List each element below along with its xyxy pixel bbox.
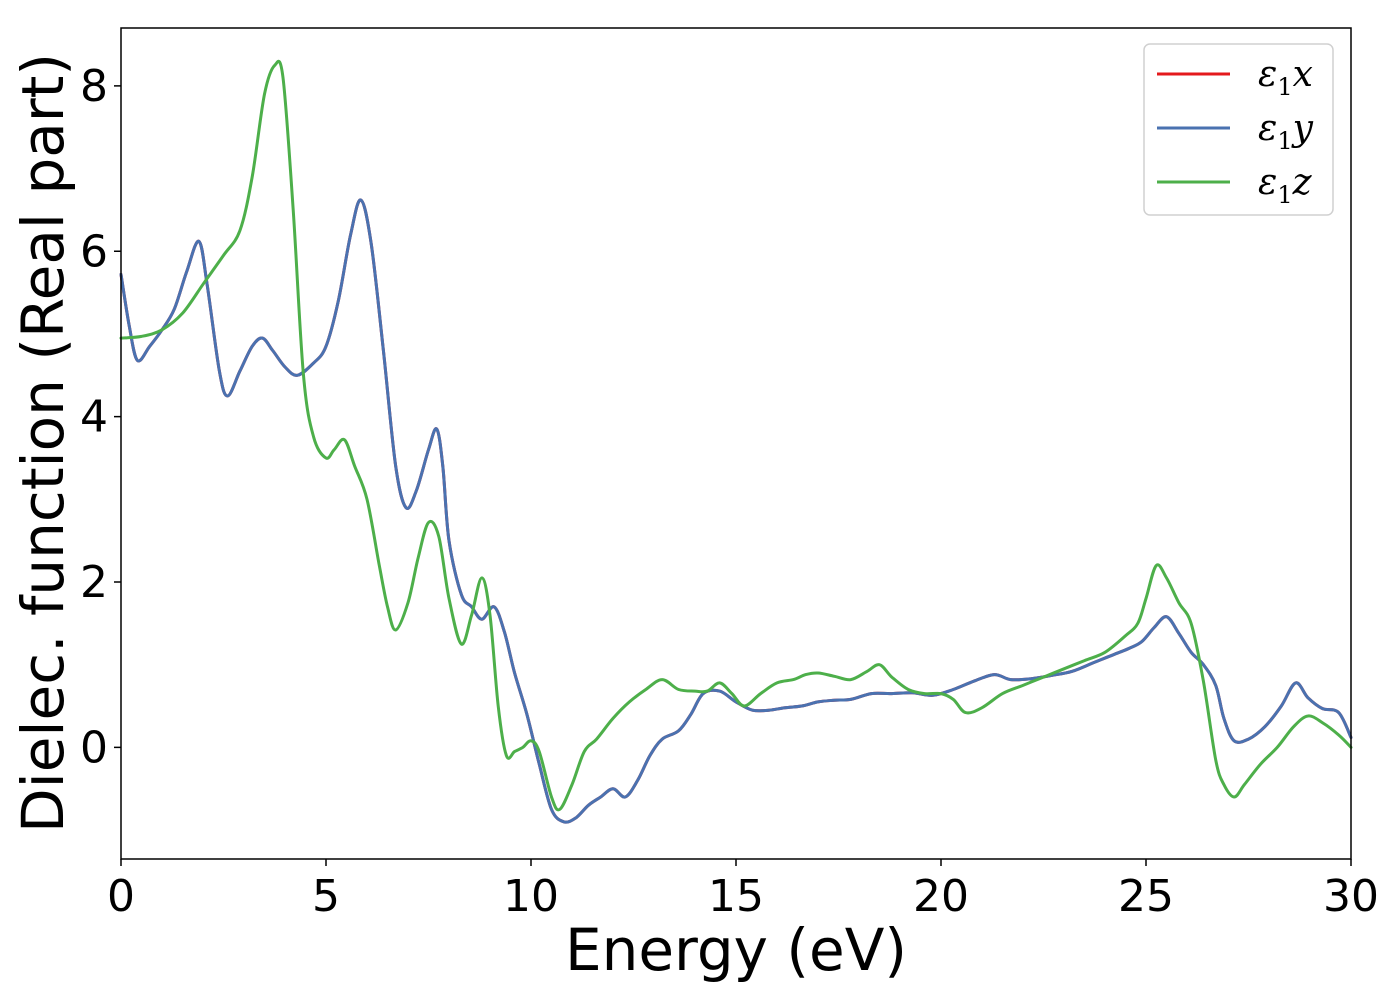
series-line-3	[119, 59, 1353, 812]
x-tick-label: 30	[1323, 871, 1379, 922]
x-tick-label: 10	[503, 871, 559, 922]
x-axis-label: Energy (eV)	[565, 916, 907, 984]
x-tick-label: 0	[107, 871, 135, 922]
series-line-2	[119, 198, 1353, 824]
y-tick-label: 8	[80, 61, 108, 112]
x-axis-ticks: 0 5 10 15 20 25 30	[107, 859, 1379, 922]
legend-label-1: ε1x	[1258, 54, 1313, 101]
y-tick-label: 2	[80, 557, 108, 608]
series-layer	[119, 59, 1353, 824]
y-tick-label: 4	[80, 392, 108, 443]
y-axis-ticks: 0 2 4 6 8	[80, 61, 121, 773]
legend-label-2: ε1y	[1258, 108, 1314, 155]
x-tick-label: 15	[708, 871, 764, 922]
legend-label-3: ε1z	[1258, 162, 1313, 209]
x-tick-label: 5	[312, 871, 340, 922]
legend: ε1x ε1y ε1z	[1143, 43, 1334, 216]
y-tick-label: 6	[80, 226, 108, 277]
legend-box	[1143, 43, 1334, 216]
x-tick-label: 25	[1118, 871, 1174, 922]
y-tick-label: 0	[80, 722, 108, 773]
series-line-1	[119, 198, 1353, 824]
y-axis-label: Dielec. function (Real part)	[9, 53, 77, 833]
x-tick-label: 20	[913, 871, 969, 922]
